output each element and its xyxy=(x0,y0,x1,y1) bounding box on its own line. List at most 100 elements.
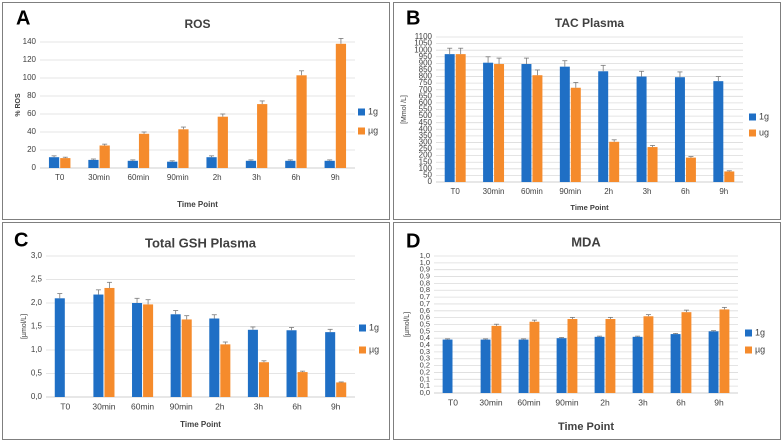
bar-ug xyxy=(724,171,735,182)
x-tick-label: 3h xyxy=(638,397,648,407)
bar-ug xyxy=(104,287,115,397)
bar-1g xyxy=(245,160,257,168)
y-tick-label: 0,6 xyxy=(420,313,430,322)
panel-letter: B xyxy=(406,7,420,29)
bar-ug xyxy=(296,75,307,168)
y-axis-label: [Mmol /L] xyxy=(401,95,408,124)
y-tick-label: 0,2 xyxy=(420,361,430,370)
panel-letter: C xyxy=(14,229,28,251)
y-tick-label: 0,7 xyxy=(420,292,430,301)
legend-label: µg xyxy=(755,344,765,354)
y-tick-label: 800 xyxy=(419,72,433,81)
y-tick-label: 80 xyxy=(27,91,36,100)
bar-ug xyxy=(258,362,269,397)
y-tick-label: 0,7 xyxy=(420,299,430,308)
bar-1g xyxy=(480,339,491,393)
bar-1g xyxy=(521,64,532,182)
x-tick-label: T0 xyxy=(448,397,458,407)
legend-swatch xyxy=(359,324,366,332)
y-tick-label: 0,0 xyxy=(31,392,43,401)
bar-ug xyxy=(99,145,110,168)
y-tick-label: 0 xyxy=(32,163,37,172)
bar-1g xyxy=(167,161,178,168)
y-tick-label: 850 xyxy=(419,65,433,74)
bar-1g xyxy=(286,330,297,397)
bar-1g xyxy=(209,318,220,397)
x-tick-label: 6h xyxy=(681,187,690,196)
bar-1g xyxy=(93,294,104,397)
x-tick-label: 2h xyxy=(604,187,613,196)
x-tick-label: 60min xyxy=(131,401,154,411)
y-tick-label: 40 xyxy=(27,127,36,136)
chart-title: MDA xyxy=(571,234,601,249)
y-tick-label: 0,5 xyxy=(420,326,430,335)
x-tick-label: T0 xyxy=(451,187,461,196)
panel-letter: A xyxy=(16,7,30,29)
bar-1g xyxy=(88,159,99,168)
bar-ug xyxy=(181,319,192,397)
x-axis-label: Time Point xyxy=(558,421,614,433)
y-tick-label: 0,4 xyxy=(420,340,430,349)
x-tick-label: 30min xyxy=(483,187,505,196)
bar-ug xyxy=(455,54,466,182)
chart-title: ROS xyxy=(184,17,210,31)
legend-swatch xyxy=(745,329,752,337)
bar-ug xyxy=(647,147,658,182)
panel-letter: D xyxy=(406,230,420,252)
bar-1g xyxy=(674,77,685,182)
y-tick-label: 0,0 xyxy=(420,388,430,397)
y-tick-label: 1000 xyxy=(414,45,432,54)
bar-1g xyxy=(206,157,217,168)
x-tick-label: 3h xyxy=(252,173,261,182)
bar-ug xyxy=(570,87,581,182)
y-tick-label: 60 xyxy=(27,109,36,118)
x-tick-label: 30min xyxy=(479,397,502,407)
bar-ug xyxy=(643,316,654,393)
y-tick-label: 0,1 xyxy=(420,381,430,390)
bar-ug xyxy=(719,309,730,393)
bar-ug xyxy=(685,157,696,182)
bar-ug xyxy=(529,321,540,393)
y-tick-label: 0,4 xyxy=(420,333,430,342)
y-tick-label: 250 xyxy=(419,144,433,153)
y-axis-label: [µmol/L] xyxy=(404,312,411,337)
legend-label: µg xyxy=(368,125,378,135)
bar-1g xyxy=(54,298,65,397)
bar-1g xyxy=(127,160,138,168)
bar-1g xyxy=(325,332,336,397)
legend-swatch xyxy=(359,346,366,354)
bar-1g xyxy=(598,71,609,182)
y-tick-label: 600 xyxy=(419,98,433,107)
legend-label: 1g xyxy=(755,327,765,337)
panel-border xyxy=(2,2,390,220)
bar-1g xyxy=(713,81,724,182)
x-tick-label: T0 xyxy=(60,401,70,411)
bar-ug xyxy=(605,319,616,393)
x-tick-label: 2h xyxy=(215,401,225,411)
y-tick-label: 1,0 xyxy=(31,345,43,354)
chart-title: Total GSH Plasma xyxy=(145,235,257,250)
legend-swatch xyxy=(749,129,756,137)
bar-ug xyxy=(532,75,543,182)
bar-ug xyxy=(336,382,347,397)
y-tick-label: 650 xyxy=(419,91,433,100)
legend-label: 1g xyxy=(369,322,379,332)
x-axis-label: Time Point xyxy=(180,420,221,429)
x-tick-label: 9h xyxy=(714,397,724,407)
y-tick-label: 0,5 xyxy=(31,369,43,378)
y-axis-label: [µmol/L] xyxy=(21,314,28,339)
y-tick-label: 550 xyxy=(419,105,433,114)
y-tick-label: 2,5 xyxy=(31,275,43,284)
y-tick-label: 750 xyxy=(419,78,433,87)
y-tick-label: 500 xyxy=(419,111,433,120)
y-tick-label: 0,8 xyxy=(420,278,430,287)
bar-1g xyxy=(594,336,605,393)
bar-ug xyxy=(681,312,692,393)
x-tick-label: 90min xyxy=(167,173,189,182)
y-tick-label: 0,6 xyxy=(420,306,430,315)
legend-swatch xyxy=(749,113,756,121)
x-tick-label: 90min xyxy=(555,397,578,407)
y-tick-label: 150 xyxy=(419,157,433,166)
